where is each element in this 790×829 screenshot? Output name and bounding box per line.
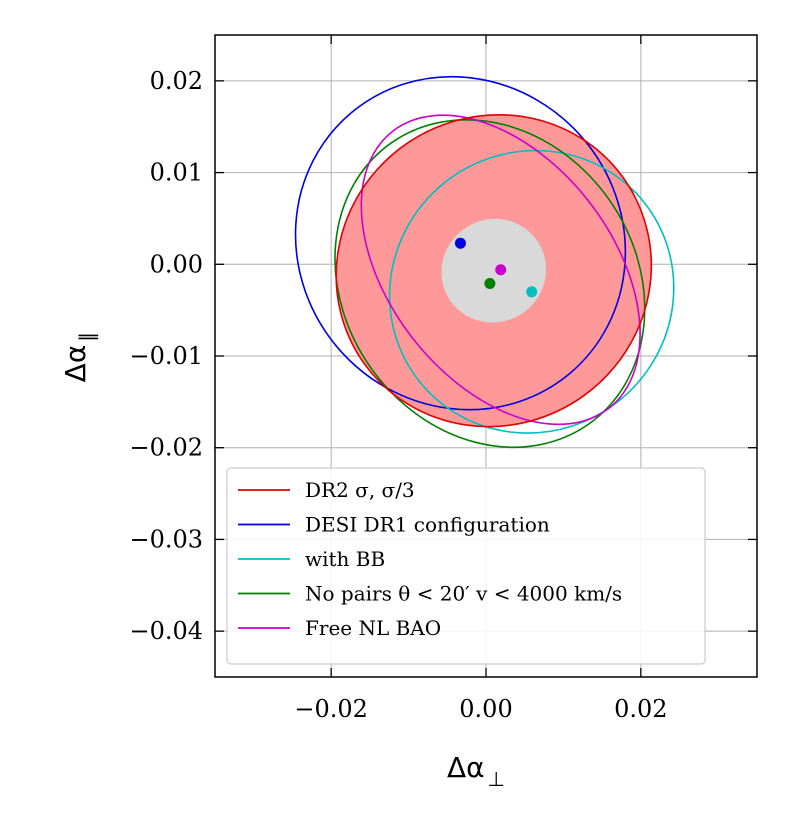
ellipse-dr2-3 <box>335 113 653 428</box>
y-tick-label: −0.03 <box>129 525 203 553</box>
ellipses <box>294 75 675 449</box>
x-axis-label: Δα ⊥ <box>447 751 505 791</box>
y-tick-label: 0.02 <box>150 67 203 95</box>
ellipse-with-bb <box>388 149 675 434</box>
center-points <box>454 237 538 298</box>
x-axis-label-main: Δα <box>447 751 485 784</box>
center-point <box>454 237 466 249</box>
ticks: −0.02 0.00 0.02 0.02 0.01 0.00 −0.01 −0.02 −0.03… <box>129 35 757 723</box>
center-point <box>495 264 507 276</box>
y-axis-label: Δα ∥ <box>59 332 99 383</box>
legend-label: DR2 σ, σ/3 <box>305 478 415 502</box>
legend-box <box>226 467 706 665</box>
y-tick-label: −0.04 <box>129 617 203 645</box>
y-axis-label-main: Δα <box>59 345 92 383</box>
legend: DR2 σ, σ/3 DESI DR1 configuration with BB N… <box>226 467 706 665</box>
x-tick-label: 0.02 <box>614 695 667 723</box>
legend-label: Free NL BAO <box>305 616 441 640</box>
dr2-sigma-third-fill <box>441 218 547 323</box>
ellipse-free-nl-bao <box>360 114 641 426</box>
center-point <box>484 278 496 290</box>
ellipse-no-pairs-20-v-4000-km-s <box>334 119 646 449</box>
svg-text:Δα∥: Δα ∥ <box>59 332 99 383</box>
y-tick-label: 0.01 <box>150 159 203 187</box>
legend-label: No pairs θ < 20′ v < 4000 km/s <box>305 582 622 606</box>
x-tick-label: −0.02 <box>294 695 368 723</box>
y-tick-label: −0.01 <box>129 342 203 370</box>
svg-text:Δα⊥: Δα ⊥ <box>447 751 505 791</box>
y-tick-label: −0.02 <box>129 434 203 462</box>
y-axis-label-sub: ∥ <box>75 332 99 342</box>
center-point <box>526 286 538 298</box>
legend-label: DESI DR1 configuration <box>305 513 550 537</box>
y-tick-label: 0.00 <box>150 250 203 278</box>
x-axis-label-sub: ⊥ <box>488 767 505 791</box>
x-tick-label: 0.00 <box>459 695 512 723</box>
legend-label: with BB <box>305 547 385 571</box>
